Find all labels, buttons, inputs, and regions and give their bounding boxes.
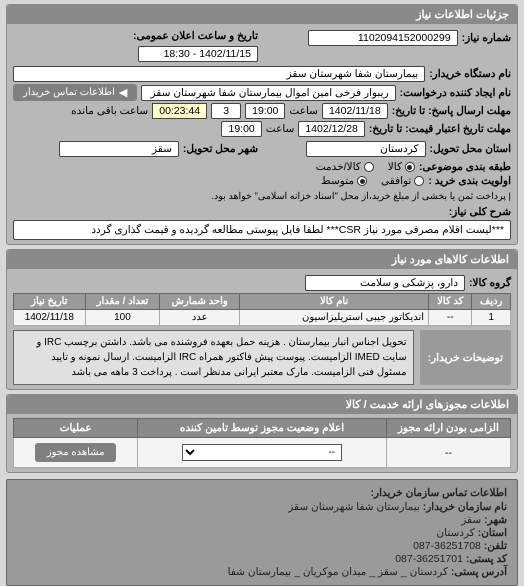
need-details-panel: جزئیات اطلاعات نیاز شماره نیاز: 11020941… xyxy=(6,4,518,245)
cell-row: 1 xyxy=(472,310,511,326)
license-c2: -- xyxy=(138,438,387,468)
province-value: کردستان xyxy=(306,141,426,157)
budget-kala-option[interactable]: کالا xyxy=(388,161,415,173)
announce-value: 1402/11/15 - 18:30 xyxy=(138,46,258,62)
license-c1: -- xyxy=(386,438,510,468)
group-label: گروه کالا: xyxy=(469,277,511,289)
priority-motevaset-option[interactable]: متوسط xyxy=(321,175,367,187)
note-text: تحویل اجناس انبار بیمارستان . هزینه حمل … xyxy=(13,330,414,385)
col-name: نام کالا xyxy=(240,294,429,310)
announce-label: تاریخ و ساعت اعلان عمومی: xyxy=(133,30,258,42)
deadline-time: 19:00 xyxy=(245,103,285,119)
goods-info-panel: اطلاعات کالاهای مورد نیاز گروه کالا: دار… xyxy=(6,249,518,390)
budget-khadamat-label: کالا/خدمت xyxy=(316,161,361,173)
buyer-contact-block: اطلاعات تماس سازمان خریدار: نام سازمان خ… xyxy=(6,479,518,586)
deadline-label: مهلت ارسال پاسخ: تا تاریخ: xyxy=(392,105,511,117)
requester-value: ریبوار فرخی امین اموال بیمارستان شفا شهر… xyxy=(141,85,395,101)
budget-khadamat-option[interactable]: کالا/خدمت xyxy=(316,161,374,173)
time-label-2: ساعت xyxy=(266,123,295,135)
license-table: الزامی بودن ارائه مجوز اعلام وضعیت مجوز … xyxy=(13,418,511,468)
cell-qty: 100 xyxy=(85,310,160,326)
priority-motevaset-label: متوسط xyxy=(321,175,354,187)
license-h3: عملیات xyxy=(14,419,138,438)
requester-label: نام ایجاد کننده درخواست: xyxy=(400,87,511,99)
need-no-label: شماره نیاز: xyxy=(462,32,511,44)
col-row: ردیف xyxy=(472,294,511,310)
license-h2: اعلام وضعیت مجوز توسط تامین کننده xyxy=(138,419,387,438)
validity-date: 1402/12/28 xyxy=(298,121,365,137)
desc-value: ***لیست اقلام مصرفی مورد نیاز CSR*** لطف… xyxy=(13,220,511,240)
license-info-panel: اطلاعات مجوزهای ارائه خدمت / کالا الزامی… xyxy=(6,394,518,473)
budget-label: طبقه بندی موضوعی: xyxy=(419,161,511,173)
need-details-header: جزئیات اطلاعات نیاز xyxy=(7,5,517,24)
radio-selected-icon xyxy=(357,176,367,186)
license-h1: الزامی بودن ارائه مجوز xyxy=(386,419,510,438)
radio-selected-icon xyxy=(405,162,415,172)
radio-icon xyxy=(414,176,424,186)
province-label: استان محل تحویل: xyxy=(430,143,511,155)
note-label: توضیحات خریدار: xyxy=(420,330,511,385)
col-code: کد کالا xyxy=(429,294,472,310)
col-date: تاریخ نیاز xyxy=(14,294,86,310)
priority-tawafoq-option[interactable]: توافقی xyxy=(381,175,424,187)
group-value: دارو، پزشکی و سلامت xyxy=(305,275,465,291)
contact-post: 36251701-087 xyxy=(395,553,463,565)
validity-time: 19:00 xyxy=(221,121,261,137)
budget-kala-label: کالا xyxy=(388,161,402,173)
contact-addr: کردستان _ سقز _ میدان موکریان _ بیمارستا… xyxy=(228,566,448,578)
contact-org-label: نام سازمان خریدار: xyxy=(423,501,507,513)
col-unit: واحد شمارش xyxy=(160,294,240,310)
contact-tel-label: تلفن: xyxy=(484,540,507,552)
cell-unit: عدد xyxy=(160,310,240,326)
contact-title: اطلاعات تماس سازمان خریدار: xyxy=(17,487,507,499)
contact-prov: کردستان xyxy=(436,527,474,539)
license-status-select[interactable]: -- xyxy=(182,444,342,461)
license-c3: مشاهده مجوز xyxy=(14,438,138,468)
contact-post-label: کد پستی: xyxy=(466,553,507,565)
contact-buyer-label: اطلاعات تماس خریدار xyxy=(23,87,115,98)
radio-icon xyxy=(364,162,374,172)
cell-name: اندیکاتور جیبی استریلیزاسیون xyxy=(240,310,429,326)
contact-org: بیمارستان شفا شهرستان سقز xyxy=(288,501,420,513)
priority-label: اولویت بندی خرید : xyxy=(428,175,511,187)
cell-code: -- xyxy=(429,310,472,326)
contact-addr-label: آدرس پستی: xyxy=(451,566,507,578)
license-info-header: اطلاعات مجوزهای ارائه خدمت / کالا xyxy=(7,395,517,414)
goods-table: ردیف کد کالا نام کالا واحد شمارش تعداد /… xyxy=(13,293,511,326)
contact-prov-label: استان: xyxy=(478,527,507,539)
city-value: سقز xyxy=(59,141,179,157)
buyer-label: نام دستگاه خریدار: xyxy=(429,68,511,80)
time-label-1: ساعت xyxy=(289,105,318,117)
table-row[interactable]: 1 -- اندیکاتور جیبی استریلیزاسیون عدد 10… xyxy=(14,310,511,326)
contact-buyer-button[interactable]: ◀ اطلاعات تماس خریدار xyxy=(13,84,137,101)
cell-date: 1402/11/18 xyxy=(14,310,86,326)
goods-info-header: اطلاعات کالاهای مورد نیاز xyxy=(7,250,517,269)
priority-tawafoq-label: توافقی xyxy=(381,175,411,187)
remain-suffix: ساعت باقی مانده xyxy=(71,105,148,117)
desc-label: شرح کلی نیاز: xyxy=(449,206,511,218)
buyer-value: بیمارستان شفا شهرستان سقز xyxy=(13,66,425,82)
contact-city-label: شهر: xyxy=(484,514,507,526)
remain-days: 3 xyxy=(211,103,241,119)
contact-city: سقز xyxy=(461,514,481,526)
city-label: شهر محل تحویل: xyxy=(183,143,258,155)
validity-label: مهلت تاریخ اعتبار قیمت: تا تاریخ: xyxy=(369,123,511,135)
priority-note: | پرداخت ثمن یا بخشی از مبلغ خرید،از محل… xyxy=(211,191,511,202)
contact-tel: 36251708-087 xyxy=(413,540,481,552)
col-qty: تعداد / مقدار xyxy=(85,294,160,310)
deadline-date: 1402/11/18 xyxy=(322,103,388,119)
need-no-value: 1102094152000299 xyxy=(308,30,458,46)
view-license-button[interactable]: مشاهده مجوز xyxy=(35,443,117,462)
arrow-left-icon: ◀ xyxy=(119,86,127,99)
remain-timer: 00:23:44 xyxy=(152,103,207,119)
table-header-row: ردیف کد کالا نام کالا واحد شمارش تعداد /… xyxy=(14,294,511,310)
